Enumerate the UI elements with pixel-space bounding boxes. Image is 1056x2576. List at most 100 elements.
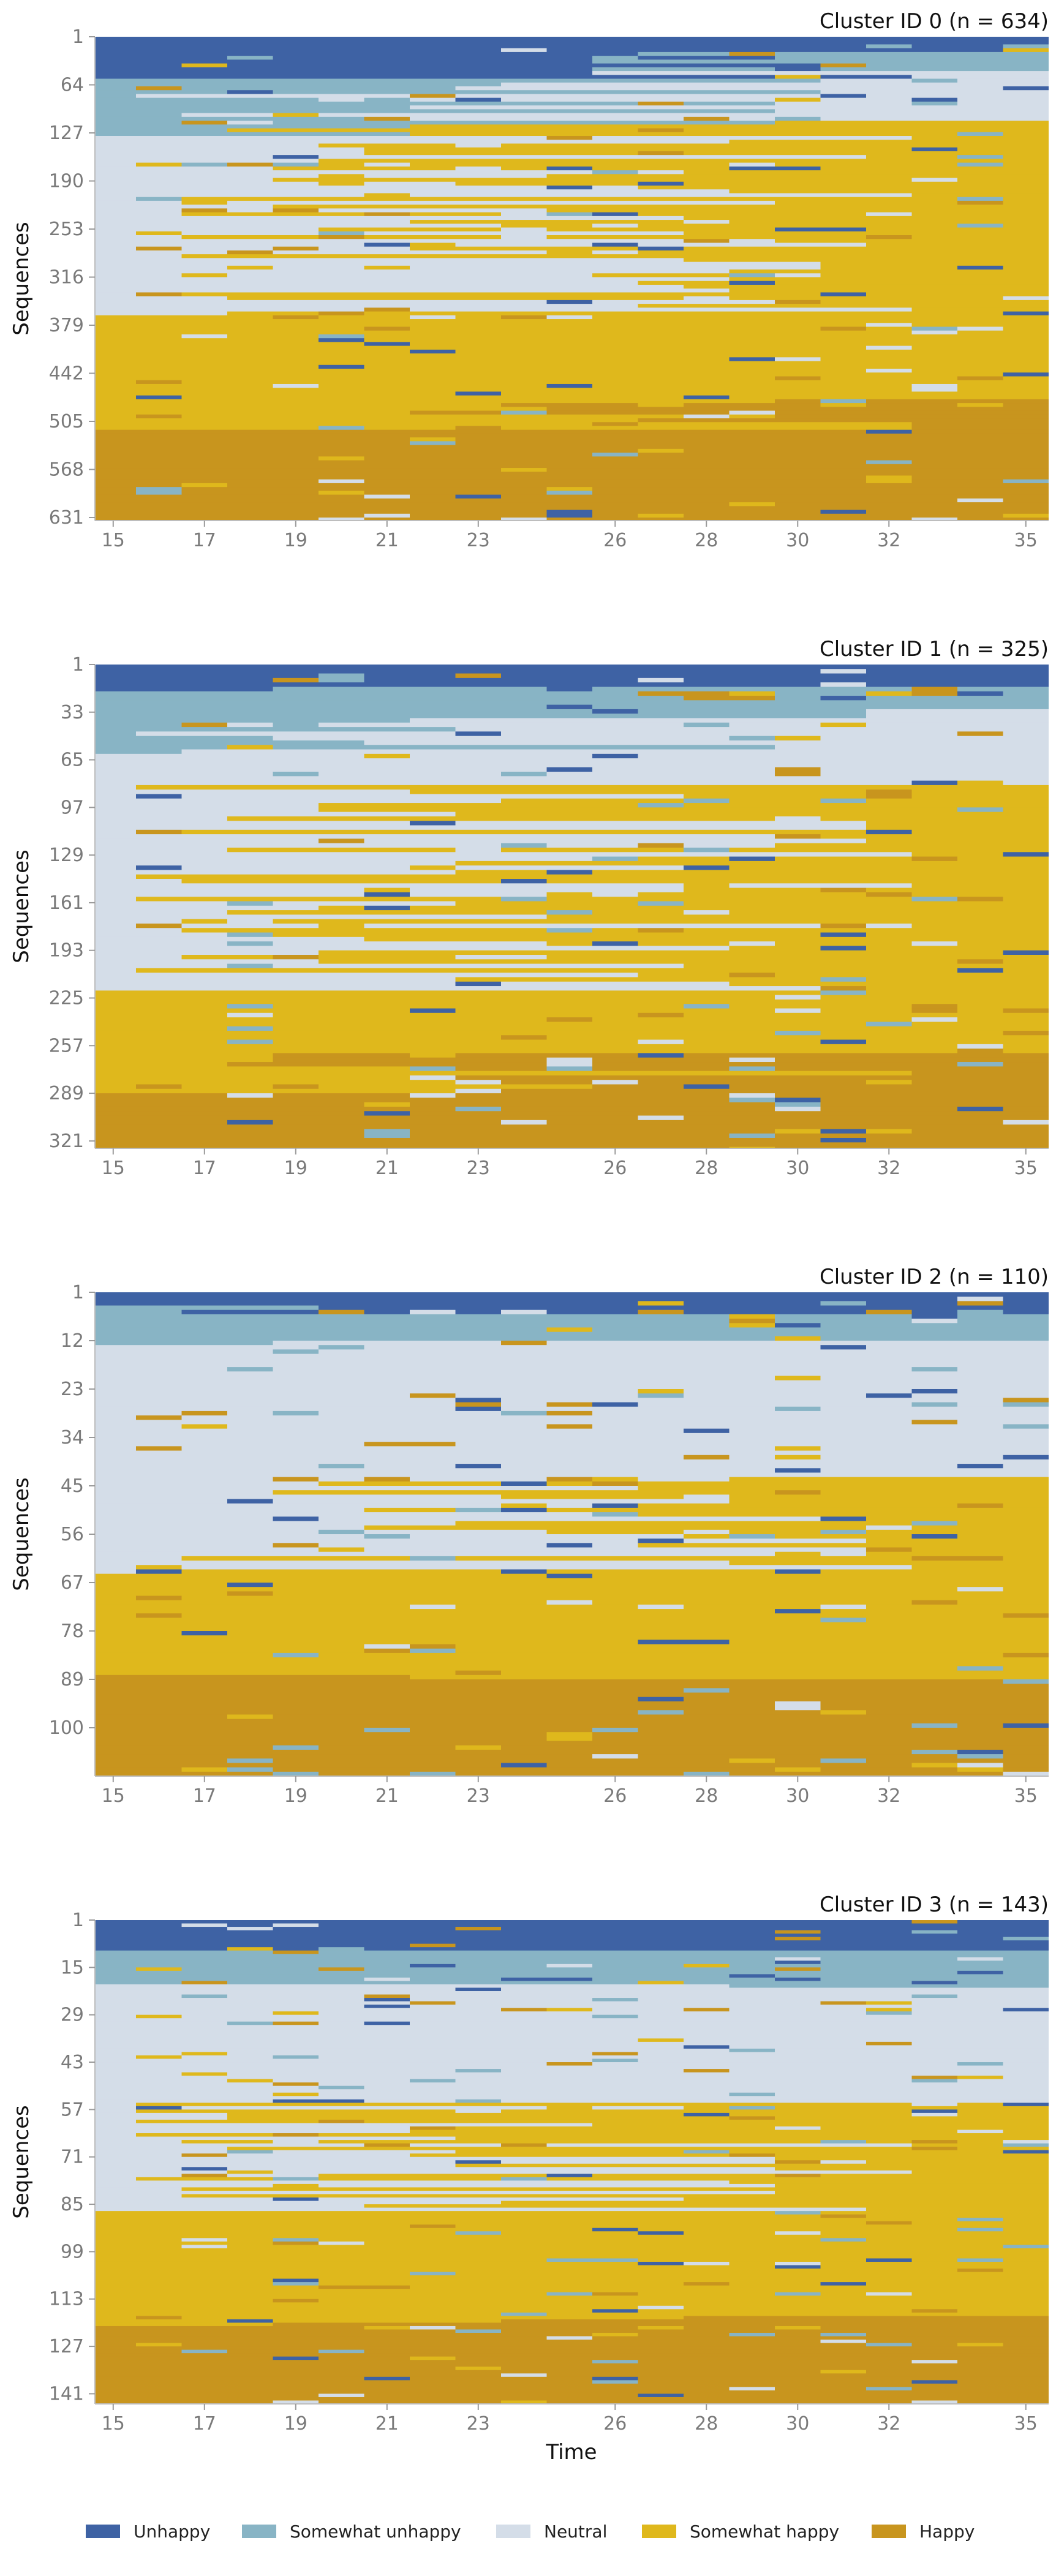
sequence-cell-unhappy — [638, 1640, 730, 1645]
sequence-cell-somewhat-happy — [95, 1075, 410, 1080]
sequence-cell-somewhat-unhappy — [592, 67, 775, 72]
sequence-cell-somewhat-happy — [95, 361, 1049, 366]
sequence-cell-happy — [775, 1490, 821, 1495]
sequence-cell-happy — [95, 448, 638, 453]
sequence-cell-happy — [684, 2069, 730, 2073]
sequence-cell-happy — [95, 1763, 501, 1768]
cluster-panels: Cluster ID 0 (n = 634)164127190253316379… — [9, 9, 1049, 2435]
sequence-cell-neutral — [181, 1923, 227, 1927]
sequence-cell-neutral — [95, 200, 182, 205]
sequence-cell-somewhat-happy — [364, 2326, 410, 2330]
sequence-cell-somewhat-happy — [95, 2272, 410, 2276]
sequence-cell-somewhat-unhappy — [95, 1967, 136, 1972]
sequence-cell-somewhat-happy — [455, 861, 1049, 866]
sequence-cell-neutral — [227, 273, 592, 278]
sequence-cell-somewhat-happy — [820, 299, 1049, 304]
sequence-cell-somewhat-happy — [546, 914, 1049, 920]
sequence-cell-happy — [273, 1758, 730, 1764]
sequence-cell-happy — [684, 403, 821, 407]
sequence-cell-somewhat-happy — [729, 1529, 821, 1535]
sequence-cell-somewhat-unhappy — [227, 1367, 273, 1372]
sequence-cell-somewhat-unhappy — [95, 709, 592, 714]
sequence-cell-somewhat-unhappy — [820, 1977, 1049, 1982]
sequence-cell-happy — [775, 767, 821, 772]
sequence-cell-neutral — [95, 135, 547, 140]
sequence-cell-neutral — [319, 772, 501, 777]
sequence-cell-somewhat-happy — [684, 246, 1049, 251]
x-tick-label: 35 — [1014, 1158, 1038, 1179]
sequence-cell-unhappy — [638, 1053, 684, 1058]
sequence-cell-somewhat-happy — [501, 847, 684, 853]
sequence-cell-somewhat-unhappy — [911, 897, 957, 902]
sequence-cell-somewhat-happy — [866, 1538, 1049, 1543]
x-axis-label: Time — [545, 2440, 597, 2465]
sequence-cell-neutral — [95, 1455, 684, 1460]
sequence-cell-unhappy — [364, 1111, 410, 1117]
sequence-cell-neutral — [95, 1428, 684, 1434]
sequence-cell-neutral — [181, 2014, 592, 2019]
sequence-cell-neutral — [95, 1380, 1049, 1385]
sequence-cell-somewhat-happy — [136, 874, 1049, 879]
sequence-cell-happy — [820, 1102, 1049, 1107]
sequence-cell-happy — [273, 2082, 319, 2087]
sequence-cell-somewhat-happy — [684, 1039, 821, 1045]
sequence-cell-somewhat-happy — [957, 383, 1049, 388]
sequence-cell-happy — [273, 1084, 319, 1090]
sequence-cell-unhappy — [95, 37, 1049, 41]
sequence-cell-somewhat-unhappy — [95, 1950, 273, 1954]
sequence-cell-somewhat-happy — [95, 2211, 775, 2215]
sequence-cell-happy — [227, 162, 273, 167]
sequence-cell-unhappy — [455, 494, 501, 499]
sequence-cell-somewhat-happy — [1003, 897, 1049, 902]
sequence-cell-neutral — [95, 2177, 136, 2181]
sequence-cell-unhappy — [957, 968, 1003, 973]
sequence-cell-unhappy — [684, 1084, 730, 1090]
sequence-cell-neutral — [775, 1008, 821, 1014]
sequence-cell-somewhat-unhappy — [410, 441, 456, 446]
sequence-cell-neutral — [95, 2183, 273, 2188]
sequence-cell-happy — [820, 326, 866, 331]
sequence-cell-somewhat-happy — [638, 250, 1049, 255]
sequence-cell-happy — [95, 502, 730, 507]
sequence-cell-neutral — [95, 928, 182, 933]
sequence-cell-neutral — [1003, 2076, 1049, 2080]
sequence-cell-somewhat-happy — [319, 383, 547, 388]
cluster-panel-1: Cluster ID 1 (n = 325)133659712916119322… — [9, 637, 1049, 1179]
sequence-cell-unhappy — [1003, 1455, 1049, 1460]
sequence-cell-somewhat-happy — [866, 2207, 1049, 2212]
sequence-cell-happy — [1003, 1062, 1049, 1067]
sequence-cell-unhappy — [95, 1297, 957, 1301]
sequence-cell-happy — [227, 250, 273, 255]
sequence-cell-somewhat-happy — [95, 369, 866, 373]
sequence-cell-somewhat-unhappy — [501, 1410, 547, 1416]
sequence-cell-happy — [638, 928, 684, 933]
sequence-cell-happy — [364, 1442, 456, 1447]
sequence-cell-happy — [684, 513, 1003, 518]
sequence-cell-unhappy — [95, 1301, 638, 1306]
sequence-cell-neutral — [95, 299, 547, 304]
sequence-cell-neutral — [95, 834, 775, 839]
sequence-cell-neutral — [95, 2160, 456, 2164]
sequence-cell-unhappy — [775, 2265, 821, 2269]
sequence-cell-somewhat-happy — [95, 2238, 182, 2242]
sequence-cell-neutral — [410, 1604, 456, 1610]
sequence-cell-happy — [95, 464, 1049, 469]
sequence-cell-happy — [95, 1115, 638, 1121]
sequence-cell-somewhat-happy — [866, 1551, 1049, 1557]
sequence-cell-somewhat-happy — [273, 166, 456, 171]
sequence-cell-neutral — [501, 97, 775, 102]
sequence-cell-somewhat-unhappy — [227, 56, 273, 60]
sequence-cell-somewhat-unhappy — [592, 2014, 638, 2019]
sequence-cell-somewhat-happy — [546, 1035, 1049, 1041]
sequence-cell-unhappy — [911, 1389, 957, 1394]
sequence-cell-somewhat-unhappy — [273, 687, 547, 692]
sequence-cell-somewhat-happy — [410, 2356, 456, 2360]
sequence-cell-somewhat-unhappy — [775, 2292, 821, 2296]
sequence-cell-somewhat-happy — [592, 315, 1049, 320]
sequence-cell-neutral — [95, 2001, 410, 2005]
sequence-cell-happy — [957, 2269, 1003, 2273]
sequence-cell-neutral — [95, 1376, 775, 1381]
sequence-cell-happy — [364, 518, 501, 521]
sequence-cell-somewhat-happy — [866, 1039, 1049, 1045]
sequence-cell-somewhat-unhappy — [729, 1534, 775, 1539]
